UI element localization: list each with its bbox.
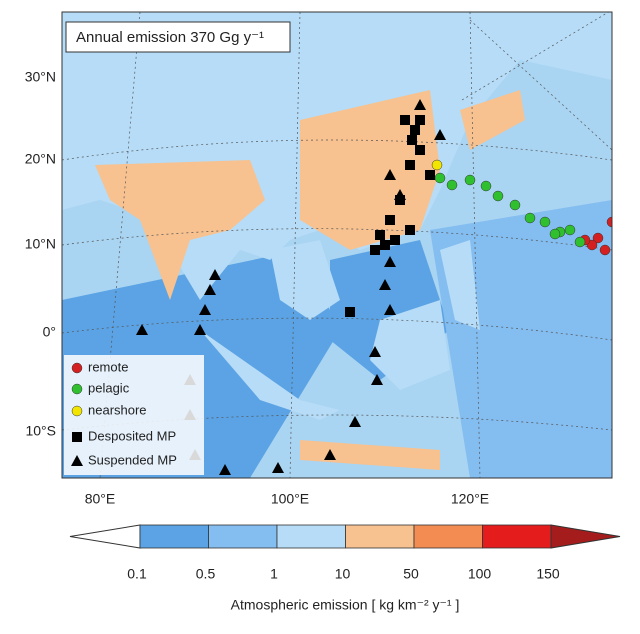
site-marker [431, 159, 443, 171]
site-marker [410, 125, 420, 135]
colorbar-box [482, 524, 552, 549]
colorbar-box [413, 524, 483, 549]
sites [136, 99, 612, 475]
site-marker [370, 245, 380, 255]
site-marker [369, 346, 381, 357]
colorbar-box [276, 524, 346, 549]
site-marker [606, 216, 612, 228]
site-marker [407, 135, 417, 145]
legend-marker [71, 362, 83, 374]
site-marker [415, 115, 425, 125]
legend-marker [72, 432, 82, 442]
site-marker [539, 216, 551, 228]
colorbar-tick-label: 1 [270, 566, 278, 582]
legend-label: nearshore [88, 402, 147, 417]
colorbar-tick-label: 50 [403, 566, 419, 582]
map-frame [61, 11, 613, 479]
colorbar-tick-label: 0.1 [127, 566, 147, 582]
colorbar-box [208, 524, 278, 549]
colorbar-label: Atmospheric emission [ kg km⁻² y⁻¹ ] [231, 597, 460, 613]
colorbar-box [345, 524, 415, 549]
site-marker [480, 180, 492, 192]
annotation: Annual emission 370 Gg y⁻¹ [76, 29, 264, 46]
lat-label: 0° [43, 324, 56, 340]
pacific [430, 200, 612, 478]
site-marker [564, 224, 576, 236]
legend-label: remote [88, 359, 128, 374]
site-marker [405, 225, 415, 235]
lon-label: 80°E [85, 491, 116, 507]
legend-box [64, 355, 204, 475]
lon-label: 120°E [451, 491, 489, 507]
legend-label: Suspended MP [88, 452, 177, 467]
site-marker [415, 145, 425, 155]
legend-marker [71, 405, 83, 417]
site-marker [371, 374, 383, 385]
legend-marker [71, 455, 83, 466]
lat-label: 30°N [25, 69, 56, 85]
graticule [62, 12, 612, 478]
site-marker [272, 462, 284, 473]
philippines [440, 240, 480, 330]
sumatra [200, 330, 340, 420]
site-marker [199, 304, 211, 315]
annotation-box [65, 21, 291, 53]
site-marker [385, 215, 395, 225]
site-marker [405, 160, 415, 170]
site-marker [384, 304, 396, 315]
site-marker [345, 307, 355, 317]
site-marker [434, 129, 446, 140]
site-marker [194, 324, 206, 335]
lat-label: 10°N [25, 236, 56, 252]
site-marker [324, 449, 336, 460]
japan [460, 90, 525, 150]
site-marker [599, 244, 611, 256]
site-marker [524, 212, 536, 224]
lon-label: 100°E [271, 491, 309, 507]
site-marker [509, 199, 521, 211]
site-marker [209, 269, 221, 280]
colorbar-tick-label: 10 [335, 566, 351, 582]
india [95, 160, 265, 300]
java [300, 440, 440, 470]
site-marker [380, 240, 390, 250]
site-marker [379, 279, 391, 290]
legend-label: Desposited MP [88, 428, 176, 443]
colorbar-tick-label: 100 [468, 566, 492, 582]
site-marker [492, 190, 504, 202]
lat-label: 20°N [25, 151, 56, 167]
site-marker [464, 174, 476, 186]
site-marker [446, 179, 458, 191]
site-marker [400, 115, 410, 125]
site-marker [204, 284, 216, 295]
colorbar-tick-label: 0.5 [196, 566, 216, 582]
site-marker [574, 236, 586, 248]
indochina [270, 240, 340, 320]
site-marker [349, 416, 361, 427]
site-marker [394, 189, 406, 200]
colorbar-box [139, 524, 209, 549]
site-marker [136, 324, 148, 335]
site-marker [384, 169, 396, 180]
colorbar-tick-label: 150 [536, 566, 560, 582]
site-marker [384, 256, 396, 267]
site-marker [219, 464, 231, 475]
site-marker [434, 172, 446, 184]
colorbar-extend-high [550, 524, 621, 549]
legend-marker [71, 383, 83, 395]
site-marker [375, 230, 385, 240]
site-marker [549, 228, 561, 240]
site-marker [414, 99, 426, 110]
legend-label: pelagic [88, 380, 130, 395]
colorbar-extend-low [69, 524, 141, 549]
site-marker [425, 170, 435, 180]
lat-label: 10°S [25, 423, 56, 439]
china [300, 90, 440, 250]
colorbar: 0.1 0.5 1 10 50 100 150 [69, 524, 621, 582]
borneo [370, 300, 450, 390]
map-area [62, 12, 612, 478]
site-marker [592, 232, 604, 244]
site-marker [390, 235, 400, 245]
